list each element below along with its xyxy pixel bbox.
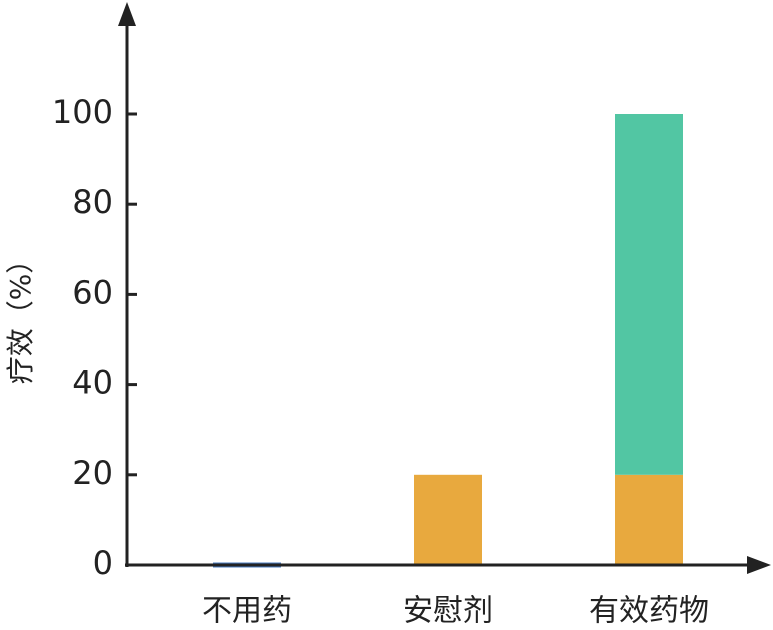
x-axis-arrow bbox=[747, 556, 771, 574]
y-tick-label: 40 bbox=[72, 364, 113, 402]
y-tick-label: 0 bbox=[93, 544, 113, 582]
x-tick-label: 不用药 bbox=[202, 594, 292, 629]
y-axis-arrow bbox=[118, 2, 136, 26]
bar bbox=[615, 114, 683, 475]
y-axis-label: 疗效（%） bbox=[4, 246, 37, 385]
y-tick-label: 100 bbox=[52, 93, 113, 131]
y-tick-label: 60 bbox=[72, 273, 113, 311]
x-tick-label: 有效药物 bbox=[589, 594, 709, 629]
bar bbox=[414, 474, 482, 565]
y-tick-label: 20 bbox=[72, 454, 113, 492]
x-tick-label: 安慰剂 bbox=[403, 594, 493, 629]
bar bbox=[615, 474, 683, 565]
y-tick-label: 80 bbox=[72, 183, 113, 221]
